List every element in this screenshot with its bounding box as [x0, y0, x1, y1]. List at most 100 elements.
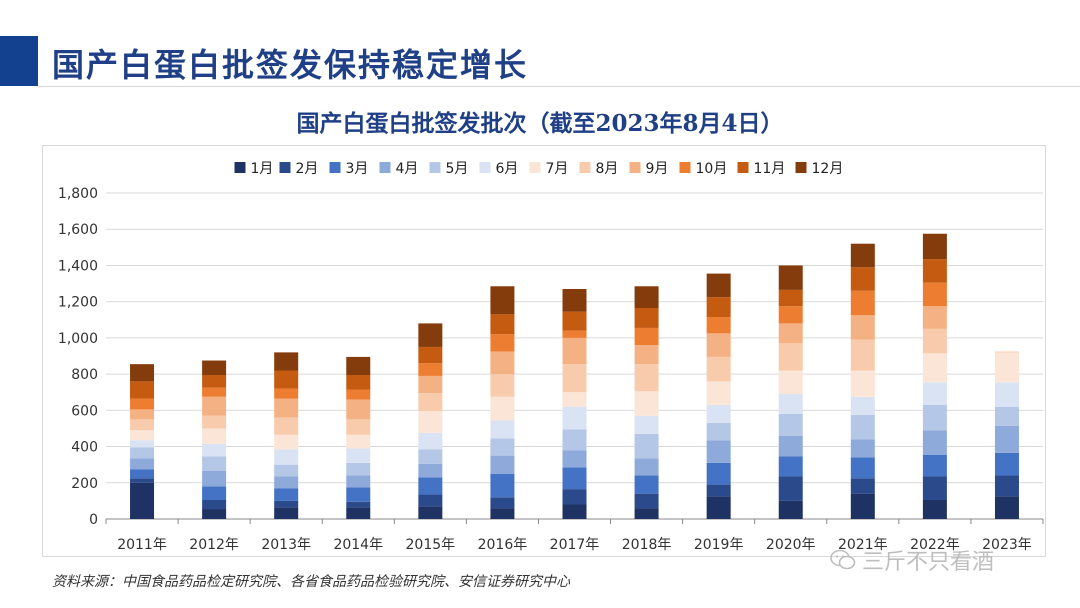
bar-segment [634, 508, 659, 519]
bar-segment [274, 464, 299, 477]
bar-segment [130, 458, 155, 470]
y-tick-label: 0 [89, 512, 98, 528]
bar-segment [994, 475, 1019, 497]
bar-segment [418, 506, 443, 519]
bar-segment [418, 449, 443, 464]
bar-segment [346, 501, 371, 508]
bar-segment [562, 364, 587, 393]
bar-segment [706, 404, 731, 424]
bar-segment [130, 364, 155, 382]
bar-segment [418, 463, 443, 478]
bar-segment [274, 388, 299, 399]
bar-segment [130, 430, 155, 441]
y-tick-label: 1,600 [58, 222, 98, 238]
bar-segment [130, 447, 155, 459]
legend-label: 9月 [646, 161, 669, 177]
bar-segment [778, 476, 803, 501]
x-tick-label: 2016年 [478, 537, 528, 553]
legend-label: 3月 [346, 161, 369, 177]
bar-segment [778, 289, 803, 307]
bar-segment [418, 323, 443, 347]
bar-segment [778, 394, 803, 414]
bar-segment [202, 375, 227, 388]
legend-swatch [329, 162, 341, 173]
bar-segment [274, 488, 299, 501]
bar-segment [850, 493, 875, 519]
x-tick-label: 2014年 [333, 537, 383, 553]
bar-segment [130, 440, 155, 448]
legend-swatch [234, 162, 246, 173]
bar-segment [562, 450, 587, 468]
chart-title: 国产白蛋白批签发批次（截至2023年8月4日） [296, 110, 784, 137]
bar-segment [130, 482, 155, 519]
bar-segment [994, 452, 1019, 476]
bar-segment [202, 428, 227, 444]
bar-segment [634, 327, 659, 346]
bar-segment [202, 396, 227, 416]
legend-label: 8月 [596, 161, 619, 177]
legend-label: 12月 [812, 161, 844, 177]
bar-segment [490, 508, 515, 519]
legend-swatch [795, 162, 807, 173]
legend-label: 10月 [696, 161, 728, 177]
bar-segment [346, 475, 371, 488]
bar-segment [202, 486, 227, 500]
bar-segment [634, 433, 659, 459]
bar-segment [202, 415, 227, 429]
legend-swatch [679, 162, 691, 173]
bar-segment [490, 497, 515, 509]
bar-segment [706, 317, 731, 334]
legend-label: 6月 [496, 161, 519, 177]
title-accent-bar [0, 36, 38, 86]
bar-segment [130, 409, 155, 420]
bar-segment [850, 414, 875, 440]
bar-segment [994, 406, 1019, 426]
legend-swatch [579, 162, 591, 173]
bar-segment [634, 391, 659, 416]
bar-segment [994, 382, 1019, 407]
bar-segment [706, 496, 731, 519]
legend-label: 5月 [446, 161, 469, 177]
bar-segment [346, 419, 371, 435]
bar-segment [418, 432, 443, 450]
bar-segment [922, 282, 947, 307]
bar-segment [346, 487, 371, 502]
bar-segment [562, 406, 587, 430]
legend-swatch [737, 162, 749, 173]
bar-segment [850, 315, 875, 340]
bar-segment [634, 364, 659, 392]
bar-segment [418, 393, 443, 412]
y-tick-label: 1,800 [58, 186, 98, 202]
bar-segment [778, 265, 803, 290]
x-tick-label: 2023年 [982, 537, 1032, 553]
bar-segment [202, 509, 227, 519]
bar-segment [130, 419, 155, 431]
bar-segment [418, 477, 443, 495]
bar-segment [706, 484, 731, 497]
bar-segment [346, 356, 371, 376]
bar-segment [490, 286, 515, 315]
bar-segment [202, 360, 227, 376]
x-tick-label: 2015年 [406, 537, 456, 553]
x-tick-label: 2017年 [550, 537, 600, 553]
bar-segment [706, 440, 731, 463]
bar-segment [130, 398, 155, 410]
bar-segment [346, 448, 371, 463]
bar-segment [634, 475, 659, 494]
x-tick-label: 2021年 [838, 537, 888, 553]
bar-segment [274, 476, 299, 489]
bar-segment [778, 435, 803, 457]
y-tick-label: 800 [71, 367, 98, 383]
x-tick-label: 2018年 [622, 537, 672, 553]
bar-segment [994, 496, 1019, 519]
bar-segment [562, 330, 587, 338]
bar-segment [634, 493, 659, 509]
bar-segment [706, 297, 731, 318]
bar-segment [706, 356, 731, 382]
bar-segment [490, 438, 515, 456]
bar-segment [562, 337, 587, 365]
bar-segment [490, 455, 515, 474]
bar-segment [562, 392, 587, 407]
x-tick-label: 2013年 [261, 537, 311, 553]
bar-segment [778, 456, 803, 477]
